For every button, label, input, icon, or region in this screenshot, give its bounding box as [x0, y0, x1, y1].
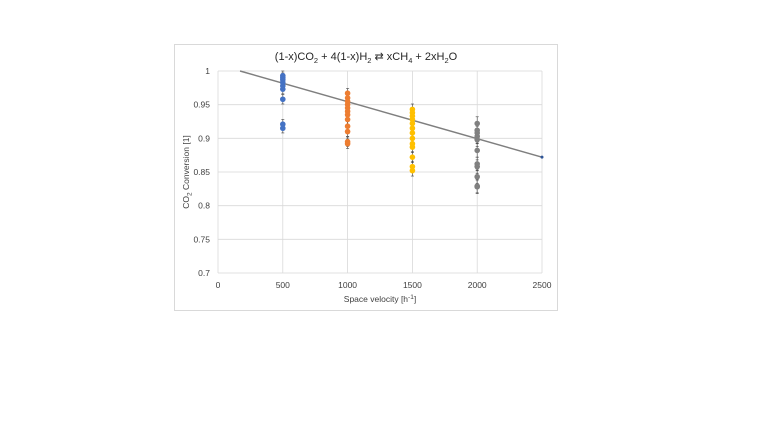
data-point	[409, 163, 416, 170]
y-tick-label: 0.7	[198, 268, 210, 278]
trendline-end-marker	[540, 155, 544, 159]
x-tick-label: 1000	[338, 280, 357, 290]
y-tick-label: 0.95	[193, 100, 210, 110]
trendline-group	[239, 70, 544, 159]
chart-frame	[174, 44, 558, 311]
data-point	[344, 140, 351, 147]
title-subscript: 2	[444, 56, 448, 65]
error-bars	[281, 70, 479, 194]
title-segment: (1-x)CO	[275, 51, 315, 63]
data-point	[474, 163, 481, 170]
title-segment: + 4(1-x)H	[318, 51, 367, 63]
y-tick-label: 0.75	[193, 234, 210, 244]
y-title-subscript: 2	[187, 192, 194, 196]
x-tick-label: 1500	[403, 280, 422, 290]
tick-labels: 0.7 0.75 0.8 0.85 0.9 0.95 1 0 500 1000 1500 2000 25…	[193, 66, 551, 290]
x-tick-label: 500	[276, 280, 290, 290]
data-point	[409, 144, 416, 150]
title-segment: + 2xH	[412, 51, 444, 63]
data-point	[474, 147, 481, 154]
y-tick-label: 1	[205, 66, 210, 76]
x-title-main: Space velocity [h	[344, 294, 409, 304]
y-axis-title: CO2 Conversion [1]	[181, 135, 194, 209]
data-point	[409, 154, 416, 160]
data-point	[474, 136, 481, 143]
data-point	[344, 128, 351, 135]
data-point	[409, 130, 416, 136]
title-subscript: 2	[314, 56, 318, 65]
x-tick-label: 0	[216, 280, 221, 290]
data-point	[344, 111, 351, 118]
y-title-main: CO	[181, 196, 191, 209]
x-tick-label: 2000	[468, 280, 487, 290]
y-tick-label: 0.8	[198, 201, 210, 211]
data-point	[344, 123, 351, 130]
data-point	[280, 86, 286, 92]
data-point	[409, 135, 416, 142]
x-title-superscript: -1	[408, 294, 414, 301]
x-axis-title: Space velocity [h-1]	[344, 294, 416, 304]
title-subscript: 4	[408, 56, 412, 65]
title-segment: O	[449, 51, 458, 63]
data-point	[280, 96, 286, 103]
title-subscript: 2	[367, 56, 371, 65]
data-point	[474, 173, 481, 180]
data-point	[409, 125, 416, 132]
grid	[217, 70, 543, 274]
data-point	[409, 116, 416, 123]
data-point	[280, 121, 286, 127]
y-tick-label: 0.85	[193, 167, 210, 177]
title-segment: ⇄ xCH	[371, 51, 408, 63]
data-point	[474, 120, 481, 127]
data-point	[344, 90, 351, 97]
data-point	[409, 120, 416, 127]
x-tick-label: 2500	[533, 280, 552, 290]
trendline	[239, 70, 543, 158]
chart-title: (1-x)CO2 + 4(1-x)H2 ⇄ xCH4 + 2xH2O	[275, 51, 458, 65]
data-point	[474, 184, 481, 190]
x-title-end: ]	[414, 294, 416, 304]
data-point	[344, 116, 351, 123]
y-title-end: Conversion [1]	[181, 135, 191, 192]
y-tick-label: 0.9	[198, 133, 210, 143]
data-points	[280, 72, 481, 190]
data-point	[409, 167, 416, 174]
data-point	[280, 125, 286, 132]
